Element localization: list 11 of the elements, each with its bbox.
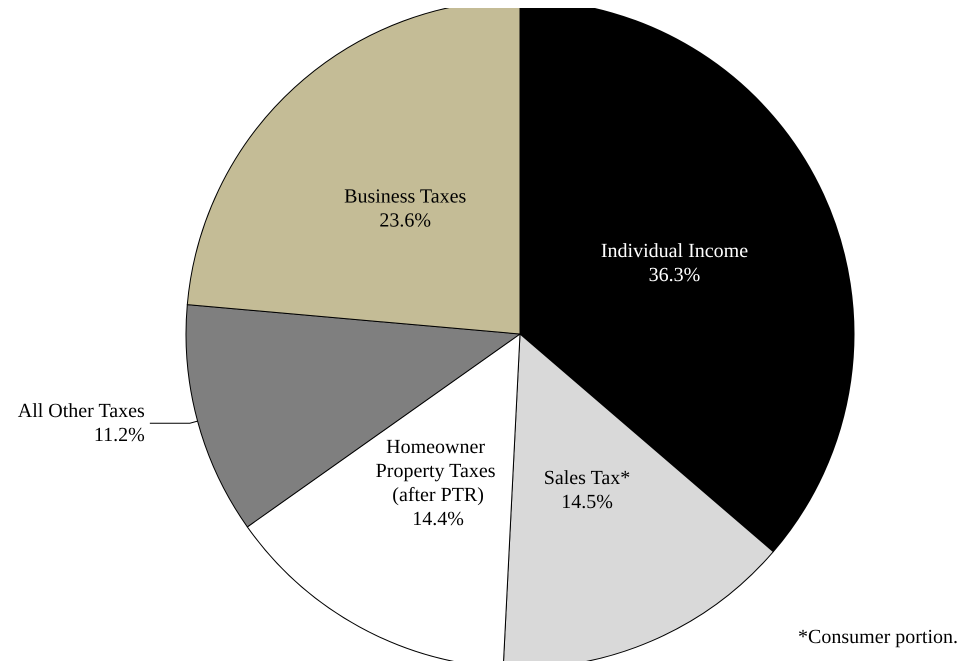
slice-label: All Other Taxes [18, 400, 146, 422]
data-label: 14.5% [561, 491, 613, 514]
slice-label: Individual Income [600, 240, 748, 262]
slice-label: Sales Tax* [544, 467, 630, 490]
data-label: 14.4% [412, 508, 464, 530]
data-label: 11.2% [94, 424, 145, 446]
slice-label: Business Taxes [344, 186, 466, 208]
text: *Consumer portion. [798, 626, 958, 648]
data-label: 23.6% [379, 210, 432, 232]
data-label: 36.3% [648, 264, 700, 286]
slice-label: Homeowner Property Taxes (after PTR) [376, 436, 501, 506]
